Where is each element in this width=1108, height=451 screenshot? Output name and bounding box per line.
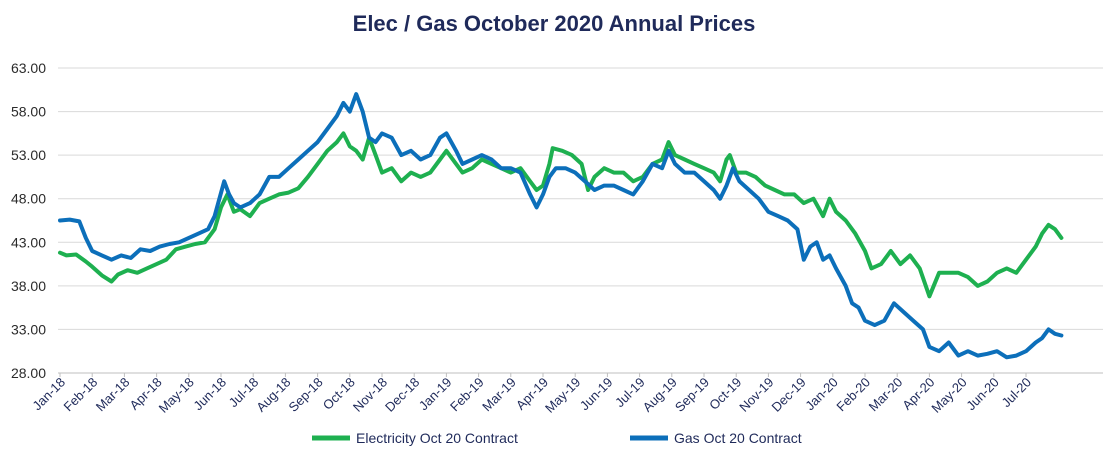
x-tick-label: Sep-18 (285, 375, 325, 415)
y-tick-label: 58.00 (11, 104, 46, 120)
x-tick-label: Mar-18 (93, 375, 133, 415)
y-tick-label: 63.00 (11, 60, 46, 76)
legend-label-electricity: Electricity Oct 20 Contract (356, 430, 518, 446)
y-tick-label: 43.00 (11, 234, 46, 250)
x-tick-label: Dec-19 (768, 375, 808, 415)
x-tick-label: Feb-20 (833, 375, 873, 415)
y-tick-label: 28.00 (11, 365, 46, 381)
x-tick-label: Jun-18 (190, 375, 229, 414)
x-tick-label: Jul-20 (998, 375, 1034, 411)
x-tick-label: Aug-18 (253, 375, 293, 415)
x-tick-label: Sep-19 (672, 375, 712, 415)
x-tick-label: May-19 (542, 375, 583, 416)
x-tick-label: Feb-19 (447, 375, 487, 415)
x-axis-ticks: Jan-18Feb-18Mar-18Apr-18May-18Jun-18Jul-… (29, 373, 1034, 416)
legend-label-gas: Gas Oct 20 Contract (674, 430, 802, 446)
x-tick-label: Feb-18 (61, 375, 101, 415)
series-lines (58, 92, 1064, 360)
x-tick-label: Aug-19 (640, 375, 680, 415)
x-tick-label: Jun-20 (963, 375, 1002, 414)
y-tick-label: 53.00 (11, 147, 46, 163)
chart-title: Elec / Gas October 2020 Annual Prices (353, 11, 756, 36)
y-tick-label: 38.00 (11, 278, 46, 294)
y-axis-ticks: 63.00 58.00 53.00 48.00 43.00 38.00 33.00 28.00 (11, 60, 46, 381)
x-tick-label: May-20 (928, 375, 969, 416)
y-tick-label: 33.00 (11, 321, 46, 337)
legend: Electricity Oct 20 Contract Gas Oct 20 C… (312, 430, 802, 446)
x-tick-label: May-18 (156, 375, 197, 416)
series-line-electricity (58, 131, 1064, 299)
x-tick-label: Nov-18 (350, 375, 390, 415)
grid-lines (58, 67, 1103, 374)
x-tick-label: Mar-20 (866, 375, 906, 415)
x-tick-label: Dec-18 (382, 375, 422, 415)
x-tick-label: Jan-20 (802, 375, 841, 414)
y-tick-label: 48.00 (11, 191, 46, 207)
x-tick-label: Nov-19 (736, 375, 776, 415)
x-tick-label: Mar-19 (479, 375, 519, 415)
x-tick-label: Jun-19 (577, 375, 616, 414)
x-tick-label: Jan-19 (416, 375, 455, 414)
series-line-gas (58, 92, 1064, 360)
